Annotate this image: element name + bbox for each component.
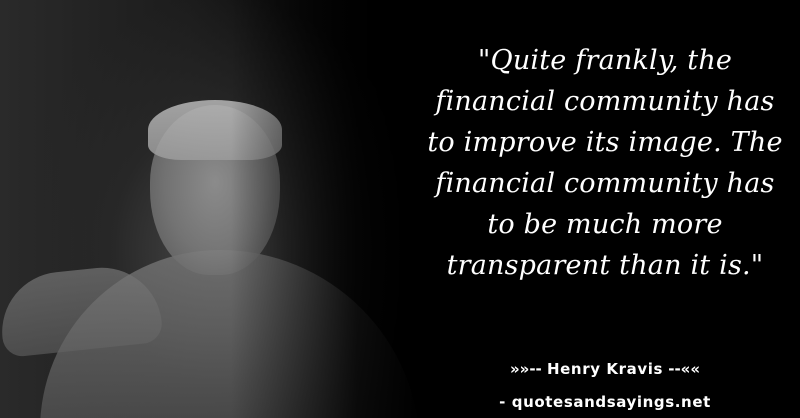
quote-line: financial community has — [435, 168, 775, 199]
quote-line: financial community has — [435, 86, 775, 117]
portrait-fade-overlay — [0, 0, 420, 418]
author-suffix-decoration: --«« — [663, 360, 701, 378]
author-name: Henry Kravis — [547, 360, 663, 378]
author-prefix-decoration: »»-- — [509, 360, 547, 378]
quote-line: "Quite frankly, the — [477, 45, 733, 76]
portrait-photo — [0, 0, 420, 418]
quote-text: "Quite frankly, the financial community … — [420, 40, 790, 286]
quote-line: to be much more — [487, 209, 723, 240]
quote-line: to improve its image. The — [427, 127, 783, 158]
quote-author: »»-- Henry Kravis --«« — [420, 360, 790, 378]
site-credit: - quotesandsayings.net — [499, 393, 711, 411]
quote-line: transparent than it is." — [446, 250, 764, 281]
